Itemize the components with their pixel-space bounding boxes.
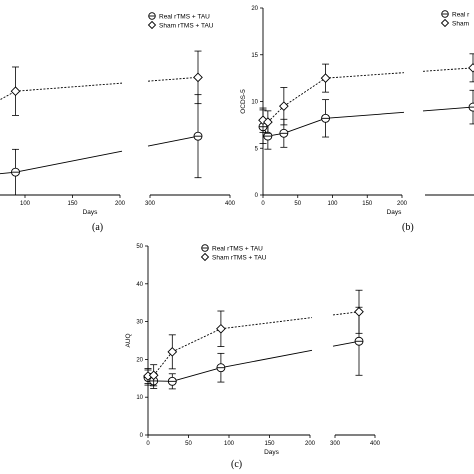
series-line-segment [15,150,123,173]
panel-label-a: (a) [92,222,104,233]
data-point-diamond [279,101,289,112]
data-point-diamond [354,306,364,317]
x-tick-label: 50 [294,201,301,207]
x-tick-label: 200 [115,201,126,207]
legend-label: Sham rTMS + TAU [212,254,267,261]
y-tick-label: 10 [251,100,258,106]
data-point-diamond [10,86,21,97]
data-point-diamond [193,72,203,83]
legend-marker-diamond [147,20,157,30]
legend-label: Real rTMS + TAU [212,245,263,252]
x-tick-label: 150 [264,441,275,447]
x-tick-label: 400 [370,441,381,447]
chart-panel-c: 0 50 100 150 200 300 400 0 10 20 30 40 50 Days AUQ Real… [125,244,381,456]
legend-marker-diamond [440,18,450,28]
series-line-segment [422,106,474,112]
series-line-segment [332,311,360,316]
x-tick-label: 100 [327,201,338,207]
y-tick-label: 0 [140,433,144,439]
data-point-diamond [263,117,273,127]
y-tick-label: 40 [136,282,143,288]
legend-label: Sham [452,20,469,27]
legend-label: Real r [452,11,470,18]
data-point-diamond [320,73,331,83]
series-line-segment [220,349,313,369]
x-axis-title: Days [387,209,403,216]
y-tick-label: 20 [136,357,143,363]
series-line-segment [147,76,199,82]
x-tick-label: 300 [145,201,156,207]
x-tick-label: 400 [225,201,236,207]
panel-label-b: (b) [402,222,414,233]
y-axis-title: AUQ [125,333,132,347]
chart-panel-b: 0 50 100 150 200 0 5 10 15 20 Days OCDS-5 Real r Sham [240,6,474,216]
series-line-segment [15,82,123,92]
y-tick-label: 30 [136,320,143,326]
y-tick-label: 50 [136,244,143,250]
y-axis-title: OCDS-5 [240,89,247,114]
y-tick-label: 10 [136,395,143,401]
series-line-segment [267,105,285,123]
series-line-segment [153,351,173,376]
x-tick-label: 150 [362,201,373,207]
data-point-diamond [148,370,159,381]
series-line-segment [0,171,16,175]
data-point-diamond [468,63,474,73]
x-tick-label: 100 [20,201,31,207]
series-line-segment [172,328,222,353]
series-line-segment [325,72,405,79]
legend-marker-diamond [200,252,210,262]
legend-label: Sham rTMS + TAU [159,22,214,29]
series-line-segment [283,117,326,134]
series-line-segment [220,317,313,330]
x-tick-label: 0 [261,201,265,207]
x-tick-label: 0 [146,441,150,447]
series-line-segment [172,367,222,382]
data-point-diamond [167,347,178,357]
x-tick-label: 100 [224,441,235,447]
x-tick-label: 200 [397,201,408,207]
x-tick-label: 50 [185,441,192,447]
legend-label: Real rTMS + TAU [159,13,210,20]
y-tick-label: 0 [255,193,259,199]
y-tick-label: 20 [251,6,258,12]
y-tick-label: 5 [255,146,259,152]
series-line-segment [147,135,199,147]
panel-label-c: (c) [231,459,243,470]
series-line-segment [283,77,326,107]
x-tick-label: 150 [67,201,78,207]
chart-panel-a: 050100150200300400DaysReal rTMS + TAUSha… [0,12,236,216]
series-line-segment [325,111,405,119]
data-point-diamond [258,115,268,126]
x-tick-label: 300 [330,441,341,447]
y-tick-label: 15 [251,53,258,59]
x-axis-title: Days [83,209,99,216]
series-line-segment [0,90,16,101]
x-tick-label: 200 [305,441,316,447]
series-line-segment [422,67,474,72]
data-point-diamond [216,323,226,334]
x-axis-title: Days [264,449,280,456]
